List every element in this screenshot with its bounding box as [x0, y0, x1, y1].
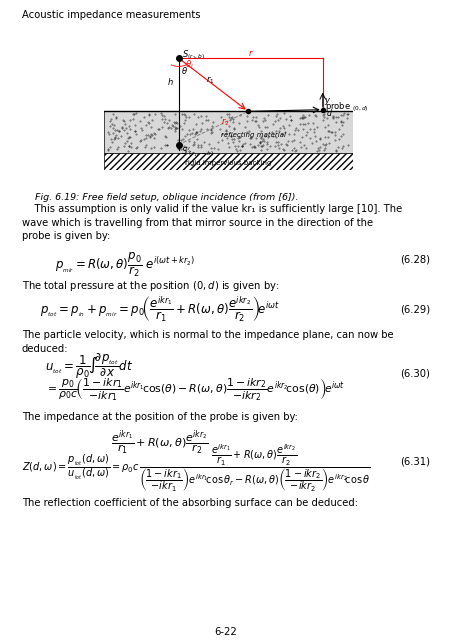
Text: (6.30): (6.30) — [399, 368, 429, 378]
Text: (6.31): (6.31) — [399, 456, 429, 466]
Text: $\it{r}_2$: $\it{r}_2$ — [221, 116, 229, 128]
Bar — [104, 153, 352, 170]
Text: $\dfrac{e^{ikr_1}}{r_1}+R(\omega,\theta)\dfrac{e^{ikr_2}}{r_2}$: $\dfrac{e^{ikr_1}}{r_1}+R(\omega,\theta)… — [111, 428, 208, 457]
Text: $\theta$: $\theta$ — [180, 65, 187, 76]
Text: (6.28): (6.28) — [399, 255, 429, 265]
Text: y: y — [323, 96, 328, 105]
Text: r: r — [249, 49, 252, 58]
Text: $p_{_{mir}} = R(\omega,\theta)\dfrac{p_0}{r_2}\;e^{i(\omega t+kr_2)}$: $p_{_{mir}} = R(\omega,\theta)\dfrac{p_0… — [55, 251, 195, 279]
Text: The impedance at the position of the probe is given by:: The impedance at the position of the pro… — [22, 412, 297, 422]
Bar — [104, 111, 352, 153]
Text: d: d — [326, 109, 331, 118]
Text: (6.29): (6.29) — [399, 305, 429, 315]
Text: The particle velocity, which is normal to the impedance plane, can now be
deduce: The particle velocity, which is normal t… — [22, 330, 393, 353]
Text: Acoustic impedance measurements: Acoustic impedance measurements — [22, 10, 200, 20]
Text: $S_{(r_1,b)}$: $S_{(r_1,b)}$ — [182, 48, 205, 62]
Text: $u_{_{tot}} = \dfrac{1}{\rho_0}\!\int\!\dfrac{\partial p_{_{tot}}}{\partial x}dt: $u_{_{tot}} = \dfrac{1}{\rho_0}\!\int\!\… — [45, 352, 133, 381]
Text: This assumption is only valid if the value kr₁ is sufficiently large [10]. The
w: This assumption is only valid if the val… — [22, 204, 401, 241]
Text: rigid impervious backing: rigid impervious backing — [184, 160, 271, 166]
Text: $= \dfrac{p_0}{\rho_0 c}\!\left(\dfrac{1-ikr_1}{-ikr_1}e^{ikr_1}\!\cos(\theta)-R: $= \dfrac{p_0}{\rho_0 c}\!\left(\dfrac{1… — [45, 376, 345, 403]
Bar — [104, 45, 352, 111]
Text: The total pressure at the position $(0,d)$ is given by:: The total pressure at the position $(0,d… — [22, 279, 279, 293]
Text: $Z(d,\omega)=\dfrac{p_{_{tot}}(d,\omega)}{u_{_{tot}}(d,\omega)}=\rho_0 c\,\dfrac: $Z(d,\omega)=\dfrac{p_{_{tot}}(d,\omega)… — [22, 442, 370, 493]
Text: $S'_{(r_1,-b)}$: $S'_{(r_1,-b)}$ — [181, 145, 214, 159]
Text: $p_{_{tot}} = p_{_{in}} + p_{_{mir}} = p_0\!\left(\dfrac{e^{ikr_1}}{r_1}+R(\omeg: $p_{_{tot}} = p_{_{in}} + p_{_{mir}} = p… — [40, 294, 280, 324]
Text: reflecting material: reflecting material — [220, 132, 285, 138]
Text: Fig. 6.19: Free field setup, oblique incidence (from [6]).: Fig. 6.19: Free field setup, oblique inc… — [35, 193, 298, 202]
Text: 6-22: 6-22 — [214, 627, 237, 637]
Text: $\theta_i$: $\theta_i$ — [184, 58, 193, 71]
Text: probe $_{(0,d)}$: probe $_{(0,d)}$ — [325, 100, 368, 114]
Text: The reflection coefficient of the absorbing surface can be deduced:: The reflection coefficient of the absorb… — [22, 498, 357, 508]
Text: h: h — [167, 77, 172, 87]
Text: $\it{r}_1$: $\it{r}_1$ — [206, 74, 214, 86]
